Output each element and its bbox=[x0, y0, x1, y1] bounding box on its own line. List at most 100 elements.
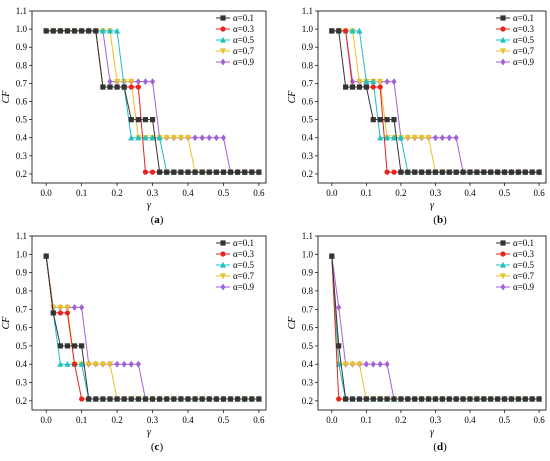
data-point bbox=[488, 169, 494, 175]
series-line-3 bbox=[331, 256, 540, 400]
panel-label: (a) bbox=[151, 214, 164, 226]
data-point bbox=[142, 169, 149, 175]
data-point bbox=[398, 396, 404, 402]
legend-entry: α=0.9 bbox=[513, 282, 535, 292]
data-point bbox=[404, 135, 411, 141]
data-point bbox=[121, 79, 128, 85]
y-tick-label: 0.5 bbox=[302, 341, 314, 351]
data-point bbox=[57, 310, 63, 316]
data-point bbox=[71, 361, 78, 367]
data-point bbox=[135, 396, 141, 402]
data-point bbox=[356, 27, 363, 34]
data-point bbox=[57, 28, 63, 34]
data-point bbox=[384, 360, 390, 368]
data-point bbox=[474, 169, 480, 175]
legend-entry: α=0.3 bbox=[233, 249, 255, 259]
data-point bbox=[121, 84, 127, 90]
data-point bbox=[114, 360, 120, 368]
data-point bbox=[446, 396, 452, 402]
data-point bbox=[384, 169, 390, 175]
data-point bbox=[170, 135, 177, 141]
data-point bbox=[121, 360, 127, 368]
x-tick-label: 0.6 bbox=[253, 415, 265, 425]
x-tick-label: 0.3 bbox=[430, 415, 442, 425]
data-point bbox=[71, 28, 78, 34]
data-point bbox=[64, 310, 71, 316]
y-tick-label: 0.4 bbox=[302, 133, 314, 143]
y-tick-label: 0.6 bbox=[16, 323, 28, 333]
data-point bbox=[163, 135, 170, 141]
data-point bbox=[363, 78, 370, 85]
data-point bbox=[343, 84, 349, 90]
data-point bbox=[227, 396, 234, 402]
legend-marker bbox=[500, 15, 506, 21]
data-point bbox=[391, 134, 397, 141]
y-tick-label: 0.4 bbox=[16, 359, 28, 369]
series-line-4 bbox=[331, 256, 540, 400]
y-tick-label: 1.1 bbox=[16, 6, 27, 16]
x-tick-label: 0.0 bbox=[326, 415, 338, 425]
data-point bbox=[128, 396, 134, 402]
x-tick-label: 0.2 bbox=[395, 415, 406, 425]
y-axis-title: CF bbox=[287, 316, 298, 330]
x-tick-label: 0.4 bbox=[464, 188, 476, 198]
data-point bbox=[171, 169, 177, 175]
data-point bbox=[93, 28, 99, 34]
data-point bbox=[446, 169, 452, 175]
data-point bbox=[142, 396, 149, 402]
data-point bbox=[349, 84, 356, 90]
y-tick-label: 0.6 bbox=[16, 97, 28, 107]
x-tick-label: 0.6 bbox=[253, 188, 265, 198]
data-point bbox=[495, 169, 501, 175]
data-point bbox=[411, 135, 418, 141]
data-point bbox=[356, 396, 363, 402]
data-point bbox=[99, 361, 106, 368]
data-point bbox=[220, 134, 227, 142]
data-point bbox=[114, 27, 121, 34]
data-point bbox=[349, 396, 356, 402]
data-point bbox=[529, 396, 535, 402]
data-point bbox=[412, 396, 418, 402]
data-point bbox=[220, 396, 227, 402]
data-point bbox=[135, 134, 142, 141]
legend-entry: α=0.5 bbox=[513, 260, 535, 270]
y-tick-label: 0.9 bbox=[16, 42, 28, 52]
legend-entry: α=0.5 bbox=[513, 35, 535, 45]
x-tick-label: 0.0 bbox=[41, 415, 53, 425]
chart-panel-4: 0.2 0.3 0.4 0.5 0.6 0.7 0.8 0.9 1.0 1.1 0.0 0.1 0.2 0… bbox=[287, 231, 547, 453]
data-point bbox=[515, 396, 521, 402]
plot-frame bbox=[317, 10, 547, 184]
data-point bbox=[107, 27, 113, 34]
data-point bbox=[377, 134, 384, 141]
series-line-1 bbox=[46, 30, 259, 173]
data-point bbox=[242, 169, 248, 175]
legend-marker bbox=[220, 15, 226, 21]
data-point bbox=[501, 396, 508, 402]
legend-entry: α=0.7 bbox=[513, 46, 535, 56]
data-point bbox=[522, 169, 528, 175]
data-point bbox=[363, 396, 369, 402]
y-tick-label: 0.5 bbox=[16, 341, 28, 351]
y-tick-label: 0.5 bbox=[16, 115, 28, 125]
data-point bbox=[377, 79, 384, 85]
data-point bbox=[329, 253, 335, 259]
data-point bbox=[370, 396, 376, 402]
y-tick-label: 0.5 bbox=[302, 115, 314, 125]
plot-frame bbox=[317, 235, 547, 411]
y-tick-label: 0.3 bbox=[302, 151, 314, 161]
data-point bbox=[446, 134, 452, 142]
data-point bbox=[71, 343, 78, 349]
series-line-5 bbox=[45, 256, 259, 400]
data-point bbox=[157, 396, 163, 402]
data-point bbox=[185, 169, 191, 175]
legend-entry: α=0.3 bbox=[513, 249, 535, 259]
legend-entry: α=0.7 bbox=[233, 46, 255, 56]
data-point bbox=[384, 396, 390, 402]
data-point bbox=[156, 134, 163, 141]
data-point bbox=[481, 396, 487, 402]
y-tick-label: 1.1 bbox=[302, 6, 313, 16]
legend-marker bbox=[500, 26, 506, 32]
series-line-4 bbox=[46, 30, 259, 173]
x-tick-label: 0.1 bbox=[361, 188, 372, 198]
data-point bbox=[536, 396, 542, 402]
